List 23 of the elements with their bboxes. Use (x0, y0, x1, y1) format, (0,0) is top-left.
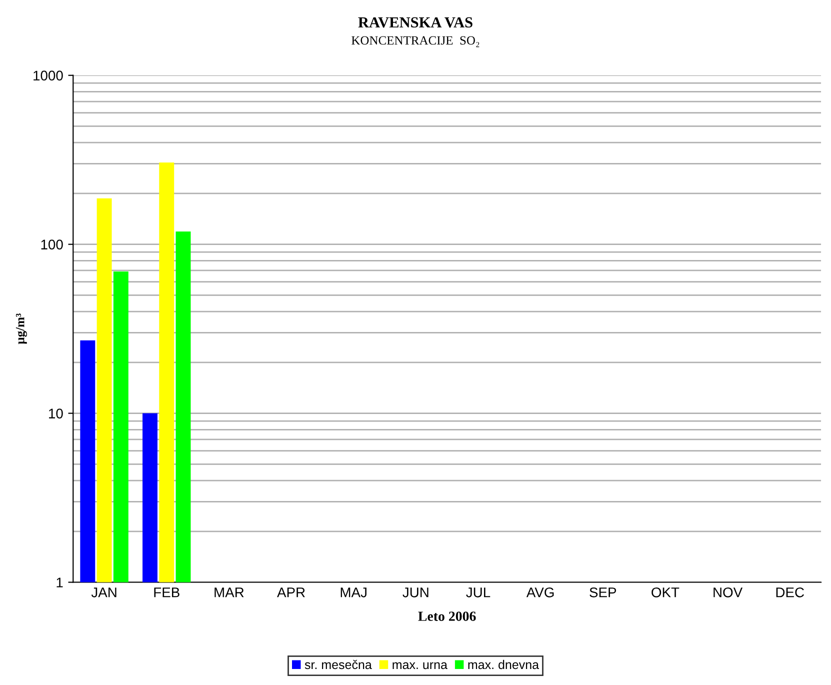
x-tick-label: APR (277, 588, 305, 598)
x-tick-label: DEC (776, 587, 804, 598)
y-tick-label: 100 (41, 240, 63, 250)
chart-subtitle: KONCENTRACIJE SO₂ (352, 36, 480, 48)
legend-label: sr. mesečna (304, 660, 372, 670)
y-tick-label: 10 (49, 408, 63, 418)
x-axis-title: Leto 2006 (418, 612, 476, 621)
x-tick-label: MAJ (340, 588, 366, 598)
y-axis-title: µg/m³ (16, 314, 27, 344)
y-tick-label: 1000 (34, 70, 63, 81)
x-tick-label: JUN (402, 588, 428, 598)
x-tick-label: FEB (154, 588, 180, 598)
x-tick-label: SEP (590, 587, 616, 598)
x-tick-label: JUL (466, 588, 490, 598)
x-tick-label: MAR (214, 588, 244, 598)
chart-title: RAVENSKA VAS (358, 17, 472, 28)
x-tick-label: NOV (714, 587, 743, 598)
x-tick-label: JAN (91, 588, 116, 598)
x-tick-label: AVG (526, 587, 554, 598)
y-tick-label: 1 (56, 578, 63, 588)
legend-label: max. urna (392, 662, 448, 670)
x-tick-label: OKT (652, 587, 680, 598)
legend-label: max. dnevna (468, 660, 540, 670)
